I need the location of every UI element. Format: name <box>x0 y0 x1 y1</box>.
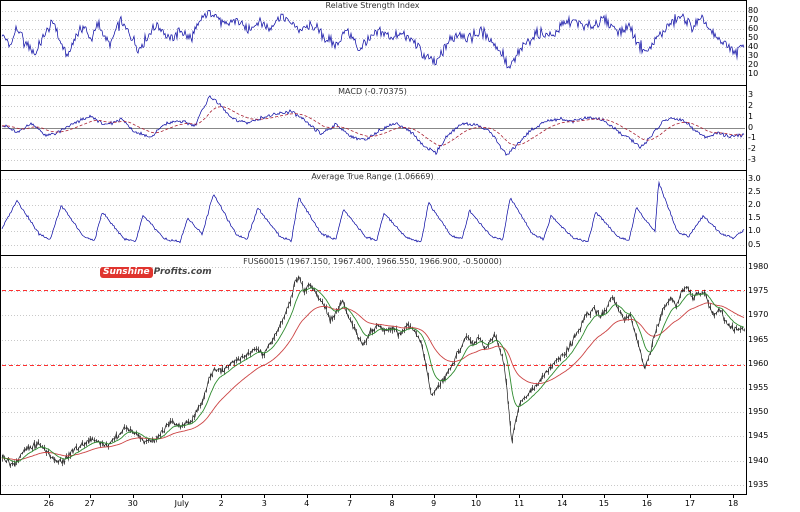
x-tick-label: 30 <box>127 499 138 508</box>
y-tick-label: 0 <box>748 122 754 132</box>
logo-profits-text: Profits.com <box>153 267 212 277</box>
x-tick-label: 26 <box>43 499 54 508</box>
panel-title-macd: MACD (-0.70375) <box>338 87 407 96</box>
y-tick-label: 70 <box>748 14 759 24</box>
panel-title-rsi: Relative Strength Index <box>325 1 420 10</box>
y-tick-label: 3.0 <box>748 174 761 184</box>
y-tick-label: 1955 <box>748 383 769 393</box>
y-tick-label: 2.0 <box>748 200 761 210</box>
x-tick-label: 16 <box>641 499 653 508</box>
y-tick-label: 1950 <box>748 407 769 417</box>
y-tick-label: 3 <box>748 89 754 99</box>
y-tick-label: 20 <box>748 60 759 70</box>
y-tick-label: 0.5 <box>748 239 761 249</box>
x-tick-label: 18 <box>728 499 739 508</box>
y-tick-label: 1940 <box>748 455 769 465</box>
y-tick-label: 60 <box>748 23 759 33</box>
x-tick-label: 11 <box>514 499 525 508</box>
y-tick-label: 50 <box>748 32 759 42</box>
logo-sunshine-text: Sunshine <box>100 267 153 278</box>
y-tick-label: 30 <box>748 51 759 61</box>
y-tick-label: 1960 <box>748 358 769 368</box>
x-tick-label: 10 <box>470 499 482 508</box>
x-tick-label: 9 <box>431 499 437 508</box>
sunshine-profits-logo: Sunshine Profits.com <box>100 266 212 278</box>
x-tick-label: 7 <box>347 499 353 508</box>
y-tick-label: 1945 <box>748 431 769 441</box>
x-tick-label: July <box>174 499 189 508</box>
panel-title-price: FUS60015 (1967.150, 1967.400, 1966.550, … <box>243 257 502 266</box>
y-tick-label: -1 <box>748 133 756 143</box>
y-tick-label: 40 <box>748 42 759 52</box>
y-tick-label: 1.5 <box>748 213 761 223</box>
y-tick-label: 1970 <box>748 310 769 320</box>
y-tick-label: 2 <box>748 100 754 110</box>
y-tick-label: -3 <box>748 155 756 165</box>
y-tick-label: 1975 <box>748 286 769 296</box>
x-tick-label: 3 <box>261 499 267 508</box>
panel-title-atr: Average True Range (1.06669) <box>311 172 434 181</box>
y-tick-label: 1 <box>748 111 754 121</box>
x-tick-label: 8 <box>389 499 395 508</box>
x-tick-label: 17 <box>684 499 696 508</box>
y-tick-label: 1965 <box>748 334 769 344</box>
x-tick-label: 15 <box>598 499 609 508</box>
y-tick-label: 10 <box>748 69 759 79</box>
y-tick-label: -2 <box>748 144 756 154</box>
y-tick-label: 1935 <box>748 479 769 489</box>
y-tick-label: 1980 <box>748 262 769 272</box>
x-tick-label: 2 <box>218 499 224 508</box>
x-tick-label: 14 <box>557 499 568 508</box>
y-tick-label: 80 <box>748 5 759 15</box>
x-tick-label: 4 <box>304 499 310 508</box>
y-tick-label: 2.5 <box>748 187 761 197</box>
x-tick-label: 27 <box>84 499 95 508</box>
y-tick-label: 1.0 <box>748 226 761 236</box>
